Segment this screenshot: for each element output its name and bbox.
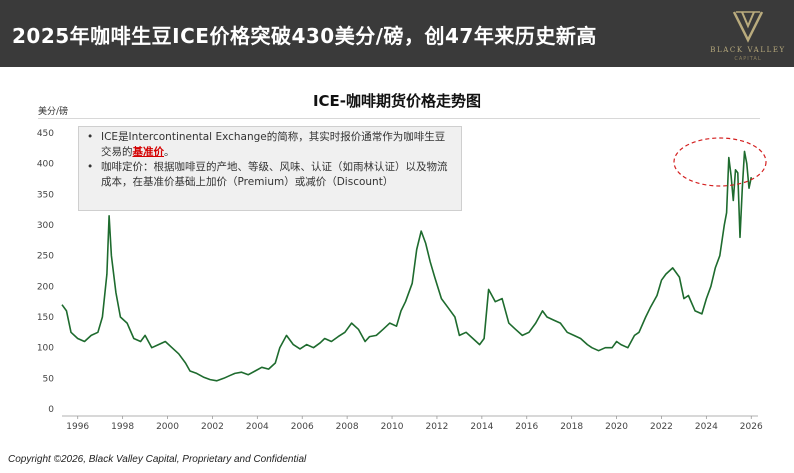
logo-subtext: CAPITAL [734, 56, 762, 62]
logo-mark-icon [732, 11, 764, 43]
header-banner: 2025年咖啡生豆ICE价格突破430美分/磅，创47年来历史新高 BLACK … [0, 0, 794, 67]
y-tick-label: 400 [37, 160, 54, 170]
y-axis-label: 美分/磅 [38, 107, 69, 117]
x-tick-label: 2020 [605, 422, 628, 432]
x-tick-label: 2026 [740, 422, 763, 432]
annotation-text-2: 咖啡定价：根据咖啡豆的产地、等级、风味、认证（如雨林认证）以及物流成本，在基准价… [101, 161, 448, 188]
title-divider [38, 118, 760, 119]
price-series-line [61, 150, 753, 382]
bullet-icon: • [87, 161, 94, 173]
copyright-footer: Copyright ©2026, Black Valley Capital, P… [8, 454, 307, 465]
x-axis-ticks: 1996 1998 2000 2002 2004 2006 2008 2010 2012 2014… [62, 415, 763, 432]
x-tick-label: 2000 [156, 422, 179, 432]
y-tick-label: 300 [37, 221, 54, 231]
plot-area [61, 150, 753, 382]
x-tick-label: 2022 [650, 422, 673, 432]
x-tick-label: 2010 [381, 422, 404, 432]
annotation-item: • 咖啡定价：根据咖啡豆的产地、等级、风味、认证（如雨林认证）以及物流成本，在基… [87, 160, 453, 190]
annotation-text-1-end: 。 [164, 146, 175, 158]
logo-text: BLACK VALLEY [710, 46, 786, 54]
annotation-emphasis: 基准价 [132, 146, 165, 158]
x-tick-label: 2018 [560, 422, 583, 432]
y-tick-label: 150 [37, 313, 54, 323]
chart-title: ICE-咖啡期货价格走势图 [312, 92, 482, 110]
bullet-icon: • [87, 131, 94, 143]
annotation-box: • ICE是Intercontinental Exchange的简称，其实时报价… [78, 126, 462, 211]
y-tick-label: 250 [37, 252, 54, 262]
y-tick-label: 350 [37, 190, 54, 200]
x-tick-label: 2012 [425, 422, 448, 432]
annotation-item: • ICE是Intercontinental Exchange的简称，其实时报价… [87, 130, 453, 160]
x-tick-label: 1998 [111, 422, 134, 432]
x-tick-label: 2006 [291, 422, 314, 432]
annotation-text-1: ICE是Intercontinental Exchange的简称，其实时报价通常… [101, 131, 446, 158]
highlight-ellipse [673, 137, 767, 187]
x-tick-label: 2014 [470, 422, 493, 432]
y-tick-label: 50 [43, 374, 55, 384]
x-tick-label: 2002 [201, 422, 224, 432]
x-tick-label: 2004 [246, 422, 269, 432]
y-tick-label: 100 [37, 344, 54, 354]
x-tick-label: 2016 [515, 422, 538, 432]
y-axis-ticks: 0 50 100 150 200 250 300 350 400 450 [37, 129, 54, 415]
x-tick-label: 2024 [695, 422, 718, 432]
x-tick-label: 2008 [336, 422, 359, 432]
x-tick-label: 1996 [66, 422, 89, 432]
page-title: 2025年咖啡生豆ICE价格突破430美分/磅，创47年来历史新高 [12, 24, 597, 48]
company-logo: BLACK VALLEY CAPITAL [706, 6, 790, 64]
y-tick-label: 450 [37, 129, 54, 139]
y-tick-label: 200 [37, 282, 54, 292]
y-tick-label: 0 [48, 405, 54, 415]
